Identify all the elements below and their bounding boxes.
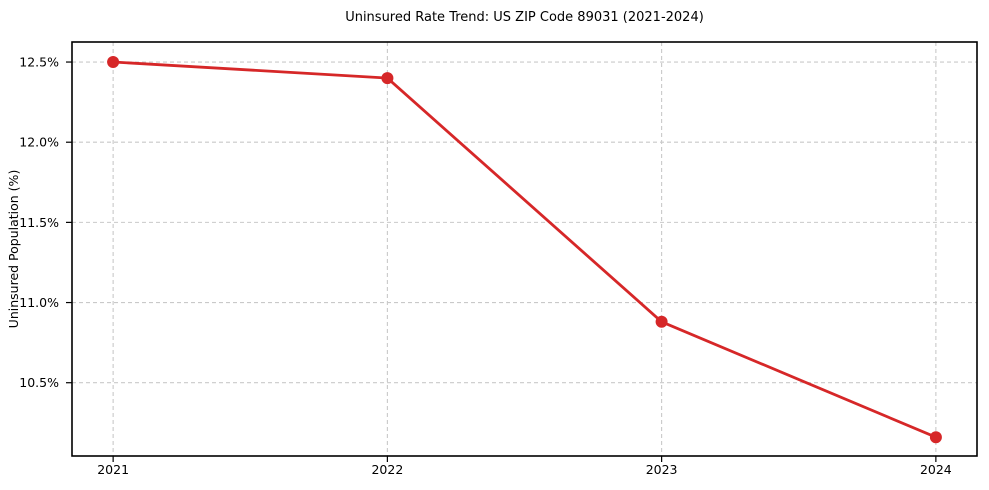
y-tick-label: 10.5% xyxy=(19,375,59,390)
chart-title: Uninsured Rate Trend: US ZIP Code 89031 … xyxy=(345,10,704,25)
y-axis-tick-labels: 10.5% 11.0% 11.5% 12.0% 12.5% xyxy=(19,55,59,391)
data-point-markers xyxy=(107,56,942,444)
gridlines xyxy=(72,42,977,456)
y-axis-label: Uninsured Population (%) xyxy=(6,170,21,329)
plot-border xyxy=(71,41,978,457)
x-tick-label: 2024 xyxy=(920,462,952,477)
data-point xyxy=(107,56,120,68)
x-tick-label: 2021 xyxy=(97,462,129,477)
x-tick-label: 2022 xyxy=(371,462,403,477)
trend-line xyxy=(111,60,938,439)
x-axis-tick-labels: 2021 2022 2023 2024 xyxy=(97,462,952,477)
data-point xyxy=(655,315,668,328)
y-tick-label: 11.0% xyxy=(19,295,59,310)
x-tick-label: 2023 xyxy=(646,462,678,477)
y-tick-label: 12.0% xyxy=(19,135,59,150)
y-tick-label: 12.5% xyxy=(19,55,59,70)
axis-ticks xyxy=(66,61,937,462)
y-tick-label: 11.5% xyxy=(19,215,59,230)
data-point xyxy=(381,72,394,85)
data-point xyxy=(929,431,942,444)
